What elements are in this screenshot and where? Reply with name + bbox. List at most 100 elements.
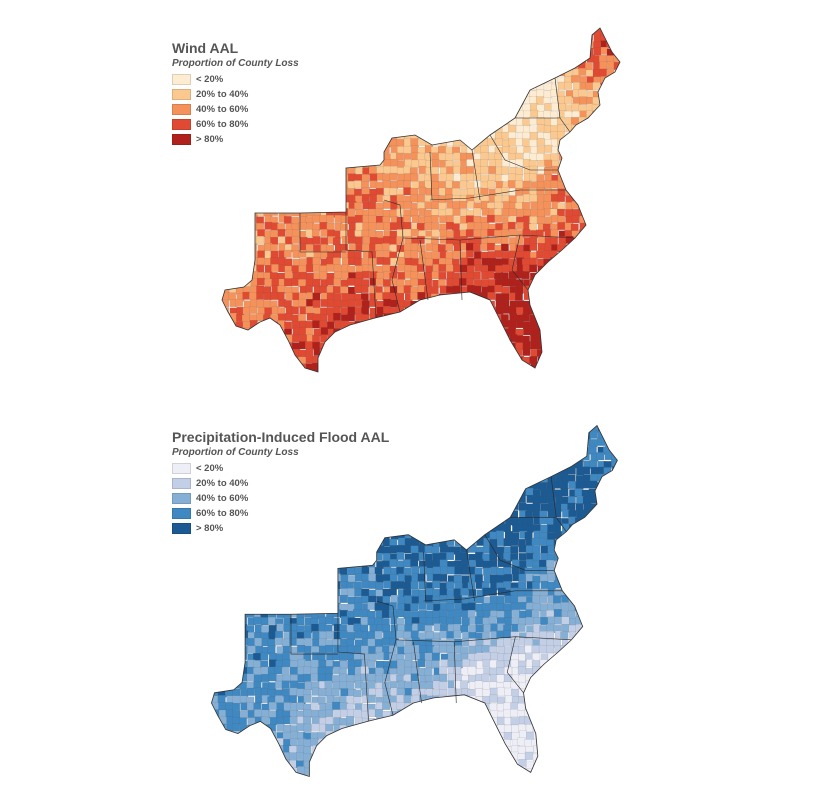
county-cell bbox=[486, 270, 495, 279]
county-cell bbox=[550, 362, 559, 371]
county-cell bbox=[586, 138, 595, 147]
county-cell bbox=[368, 28, 377, 29]
county-cell bbox=[310, 559, 319, 568]
county-cell bbox=[503, 510, 512, 519]
county-cell bbox=[348, 90, 357, 98]
county-cell bbox=[625, 425, 633, 433]
county-cell bbox=[229, 264, 238, 272]
county-cell bbox=[600, 334, 609, 342]
county-cell bbox=[626, 482, 634, 490]
county-cell bbox=[299, 334, 308, 343]
county-cell bbox=[270, 159, 279, 168]
county-cell bbox=[614, 34, 620, 43]
county-cell bbox=[621, 243, 629, 251]
county-cell bbox=[446, 40, 455, 49]
county-cell bbox=[500, 62, 509, 71]
county-cell bbox=[439, 370, 447, 372]
county-cell bbox=[361, 361, 370, 370]
county-cell bbox=[596, 525, 605, 534]
county-cell bbox=[489, 446, 498, 455]
county-cell bbox=[613, 215, 620, 224]
county-cell bbox=[411, 111, 420, 120]
county-cell bbox=[439, 452, 448, 461]
county-cell bbox=[582, 438, 591, 447]
county-cell bbox=[256, 194, 265, 202]
county-cell bbox=[256, 208, 265, 217]
county-cell bbox=[611, 466, 618, 475]
county-cell bbox=[226, 417, 234, 425]
county-cell bbox=[503, 474, 512, 483]
county-cell bbox=[204, 625, 212, 633]
county-cell bbox=[410, 630, 419, 639]
county-cell bbox=[333, 250, 342, 259]
county-cell bbox=[376, 97, 384, 105]
county-cell bbox=[292, 208, 301, 217]
county-cell bbox=[480, 95, 489, 104]
county-cell bbox=[495, 138, 504, 147]
county-cell bbox=[588, 546, 597, 555]
county-cell bbox=[242, 28, 251, 35]
county-cell bbox=[600, 195, 609, 203]
county-cell bbox=[466, 47, 475, 56]
county-cell bbox=[369, 132, 378, 140]
county-cell bbox=[606, 243, 615, 252]
county-cell bbox=[410, 559, 419, 568]
county-cell bbox=[404, 47, 413, 56]
county-cell bbox=[540, 617, 549, 625]
county-cell bbox=[621, 117, 629, 125]
county-cell bbox=[425, 20, 433, 28]
legend-item: 40% to 60% bbox=[172, 102, 299, 117]
county-cell bbox=[318, 588, 327, 597]
county-cell bbox=[411, 33, 420, 42]
county-cell bbox=[237, 19, 245, 27]
county-cell bbox=[579, 41, 588, 50]
county-cell bbox=[305, 125, 314, 134]
county-cell bbox=[536, 89, 545, 98]
county-cell bbox=[612, 516, 618, 525]
county-cell bbox=[536, 293, 545, 302]
county-cell bbox=[340, 223, 349, 232]
county-cell bbox=[226, 609, 235, 618]
county-cell bbox=[473, 118, 482, 126]
county-cell bbox=[531, 425, 540, 426]
county-cell bbox=[514, 180, 523, 189]
county-cell bbox=[607, 349, 616, 358]
county-cell bbox=[572, 370, 581, 372]
county-cell bbox=[509, 300, 518, 309]
county-cell bbox=[467, 460, 476, 469]
county-cell bbox=[282, 602, 291, 611]
county-cell bbox=[276, 291, 285, 300]
county-cell bbox=[612, 28, 620, 36]
county-cell bbox=[312, 257, 321, 265]
county-cell bbox=[586, 187, 595, 196]
county-cell bbox=[313, 174, 322, 183]
county-cell bbox=[354, 630, 363, 639]
county-cell bbox=[579, 222, 588, 231]
county-cell bbox=[460, 69, 469, 77]
county-cell bbox=[430, 201, 439, 210]
county-cell bbox=[571, 250, 580, 258]
county-cell bbox=[466, 293, 475, 302]
county-cell bbox=[222, 180, 231, 188]
county-cell bbox=[461, 617, 470, 626]
county-cell bbox=[481, 347, 489, 356]
county-cell bbox=[571, 300, 580, 309]
county-cell bbox=[218, 573, 227, 582]
county-cell bbox=[502, 28, 511, 29]
county-cell bbox=[494, 96, 503, 105]
county-cell bbox=[382, 110, 391, 119]
county-cell bbox=[228, 28, 237, 34]
county-cell bbox=[475, 474, 484, 483]
county-cell bbox=[228, 270, 237, 279]
county-cell bbox=[622, 363, 630, 371]
county-cell bbox=[382, 264, 390, 273]
county-cell bbox=[341, 19, 349, 27]
county-cell bbox=[222, 228, 229, 237]
county-cell bbox=[326, 307, 334, 316]
county-cell bbox=[453, 446, 462, 455]
county-cell bbox=[446, 459, 455, 468]
county-cell bbox=[613, 125, 620, 134]
county-cell bbox=[383, 201, 391, 209]
county-cell bbox=[332, 34, 341, 43]
county-cell bbox=[460, 502, 469, 511]
